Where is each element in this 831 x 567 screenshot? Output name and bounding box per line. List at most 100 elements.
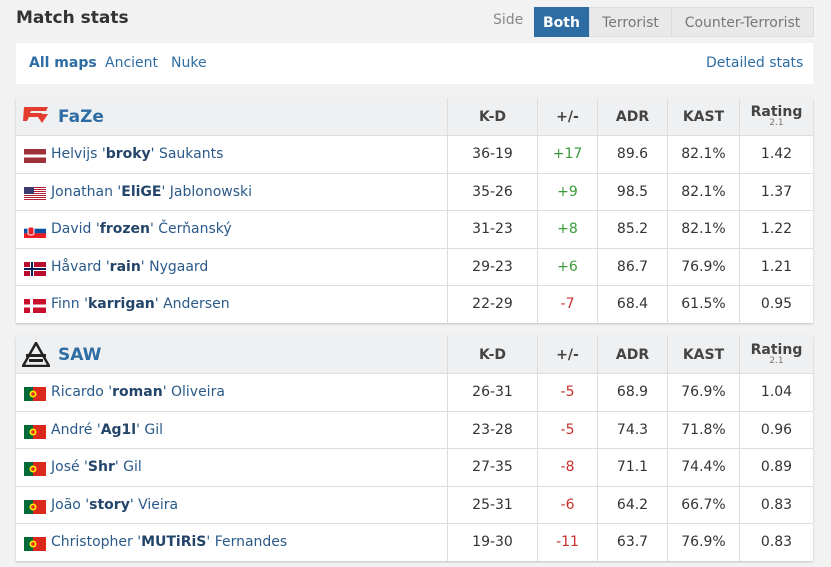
stat-kd: 29-23 bbox=[447, 248, 537, 285]
stat-diff: -7 bbox=[537, 286, 597, 323]
column-label: K-D bbox=[478, 108, 507, 125]
stat-adr: 98.5 bbox=[597, 173, 667, 210]
team-name[interactable]: FaZe bbox=[58, 106, 104, 127]
name-last: ' Andersen bbox=[154, 296, 230, 313]
column-header: K-D bbox=[447, 336, 537, 373]
stat-kast: 61.5% bbox=[667, 286, 739, 323]
flag-icon bbox=[24, 424, 46, 439]
stat-adr: 86.7 bbox=[597, 248, 667, 285]
player-name[interactable]: David ' frozen ' Čerňanský bbox=[51, 211, 232, 248]
column-header: KAST bbox=[667, 336, 739, 373]
stat-rating: 1.04 bbox=[739, 374, 813, 411]
name-nick: broky bbox=[105, 146, 151, 163]
player-row: Helvijs ' broky ' Saukants 36-19 +17 89.6 82.1… bbox=[16, 135, 813, 173]
column-label: +/- bbox=[556, 346, 579, 363]
stat-adr: 85.2 bbox=[597, 211, 667, 248]
name-last: ' Gil bbox=[114, 459, 142, 476]
flag-icon bbox=[24, 499, 46, 514]
stat-kd: 25-31 bbox=[447, 486, 537, 523]
name-last: ' Gil bbox=[136, 421, 164, 438]
stat-adr: 68.4 bbox=[597, 286, 667, 323]
stat-diff: -6 bbox=[537, 486, 597, 523]
player-row: Ricardo ' roman ' Oliveira 26-31 -5 68.9 76.9%… bbox=[16, 373, 813, 411]
stat-rating: 0.83 bbox=[739, 524, 813, 561]
player-row: Christopher ' MUTiRiS ' Fernandes 19-30 -11 6… bbox=[16, 523, 813, 561]
flag bbox=[24, 261, 46, 276]
stat-diff: +17 bbox=[537, 136, 597, 173]
flag-icon bbox=[24, 261, 46, 276]
stat-rating: 0.96 bbox=[739, 411, 813, 448]
stat-adr: 68.9 bbox=[597, 374, 667, 411]
detailed-stats-link[interactable]: Detailed stats bbox=[706, 55, 804, 71]
column-label: KAST bbox=[682, 108, 725, 125]
flag bbox=[24, 298, 46, 313]
column-header: +/- bbox=[537, 336, 597, 373]
stat-diff: +8 bbox=[537, 211, 597, 248]
column-label: K-D bbox=[478, 346, 507, 363]
name-nick: frozen bbox=[99, 221, 150, 238]
stat-rating: 1.37 bbox=[739, 173, 813, 210]
name-nick: MUTiRiS bbox=[141, 534, 207, 551]
player-row: Håvard ' rain ' Nygaard 29-23 +6 86.7 76.9% 1.2… bbox=[16, 247, 813, 286]
player-name[interactable]: João ' story ' Vieira bbox=[51, 487, 178, 524]
player-name[interactable]: Finn ' karrigan ' Andersen bbox=[51, 286, 230, 323]
logo bbox=[23, 107, 48, 123]
player-row: David ' frozen ' Čerňanský 31-23 +8 85.2 82.1%… bbox=[16, 210, 813, 248]
stat-kast: 66.7% bbox=[667, 486, 739, 523]
name-last: ' Oliveira bbox=[162, 384, 225, 401]
stat-rating: 0.89 bbox=[739, 449, 813, 486]
side-toggle[interactable]: Counter-Terrorist bbox=[671, 7, 814, 37]
map-link[interactable]: All maps bbox=[29, 55, 97, 71]
player-name[interactable]: Håvard ' rain ' Nygaard bbox=[51, 249, 208, 286]
team-logo bbox=[20, 340, 52, 368]
stat-diff: -8 bbox=[537, 449, 597, 486]
flag-icon bbox=[24, 387, 46, 401]
stat-kd: 27-35 bbox=[447, 449, 537, 486]
player-name[interactable]: André ' Ag1l ' Gil bbox=[51, 412, 163, 449]
flag-icon bbox=[24, 149, 46, 163]
name-first: Jonathan ' bbox=[51, 183, 122, 200]
stat-kd: 35-26 bbox=[447, 173, 537, 210]
player-name[interactable]: Ricardo ' roman ' Oliveira bbox=[51, 374, 225, 411]
player-row: André ' Ag1l ' Gil 23-28 -5 74.3 71.8% 0.96 bbox=[16, 410, 813, 449]
flag bbox=[24, 148, 46, 163]
stat-kd: 26-31 bbox=[447, 374, 537, 411]
name-first: José ' bbox=[51, 459, 88, 476]
flag-icon bbox=[24, 224, 46, 238]
stat-adr: 74.3 bbox=[597, 411, 667, 448]
name-first: Christopher ' bbox=[51, 534, 142, 551]
name-first: Håvard ' bbox=[51, 258, 110, 275]
side-toggle[interactable]: Terrorist bbox=[589, 7, 672, 37]
column-label: ADR bbox=[615, 346, 650, 363]
stat-kast: 76.9% bbox=[667, 524, 739, 561]
rating-version: 2.1 bbox=[769, 356, 784, 366]
player-name[interactable]: José ' Shr ' Gil bbox=[51, 449, 142, 486]
player-name[interactable]: Christopher ' MUTiRiS ' Fernandes bbox=[51, 524, 287, 561]
column-header: ADR bbox=[597, 336, 667, 373]
column-label: +/- bbox=[556, 108, 579, 125]
stat-kast: 76.9% bbox=[667, 248, 739, 285]
stat-diff: -5 bbox=[537, 374, 597, 411]
rating-version: 2.1 bbox=[769, 118, 784, 128]
player-name[interactable]: Jonathan ' EliGE ' Jablonowski bbox=[51, 174, 252, 211]
flag-icon bbox=[24, 299, 46, 313]
stats-table: FaZe K-D +/- ADR KAST Rating 2.1 Helvijs ' broky… bbox=[16, 98, 813, 323]
side-toggle[interactable]: Both bbox=[534, 7, 589, 37]
stat-kd: 19-30 bbox=[447, 524, 537, 561]
side-label: Side bbox=[493, 12, 524, 28]
name-first: André ' bbox=[51, 421, 101, 438]
flag bbox=[24, 386, 46, 401]
stat-kd: 22-29 bbox=[447, 286, 537, 323]
column-header: +/- bbox=[537, 98, 597, 135]
player-name[interactable]: Helvijs ' broky ' Saukants bbox=[51, 136, 223, 173]
player-row: José ' Shr ' Gil 27-35 -8 71.1 74.4% 0.89 bbox=[16, 448, 813, 486]
map-link[interactable]: Ancient bbox=[105, 55, 159, 71]
name-first: Ricardo ' bbox=[51, 384, 113, 401]
stat-kd: 31-23 bbox=[447, 211, 537, 248]
name-nick: karrigan bbox=[87, 296, 155, 313]
name-nick: Ag1l bbox=[100, 421, 137, 438]
team-name[interactable]: SAW bbox=[58, 344, 102, 365]
map-link[interactable]: Nuke bbox=[171, 55, 207, 71]
player-row: Jonathan ' EliGE ' Jablonowski 35-26 +9 98.5 8… bbox=[16, 172, 813, 211]
column-label: ADR bbox=[615, 108, 650, 125]
